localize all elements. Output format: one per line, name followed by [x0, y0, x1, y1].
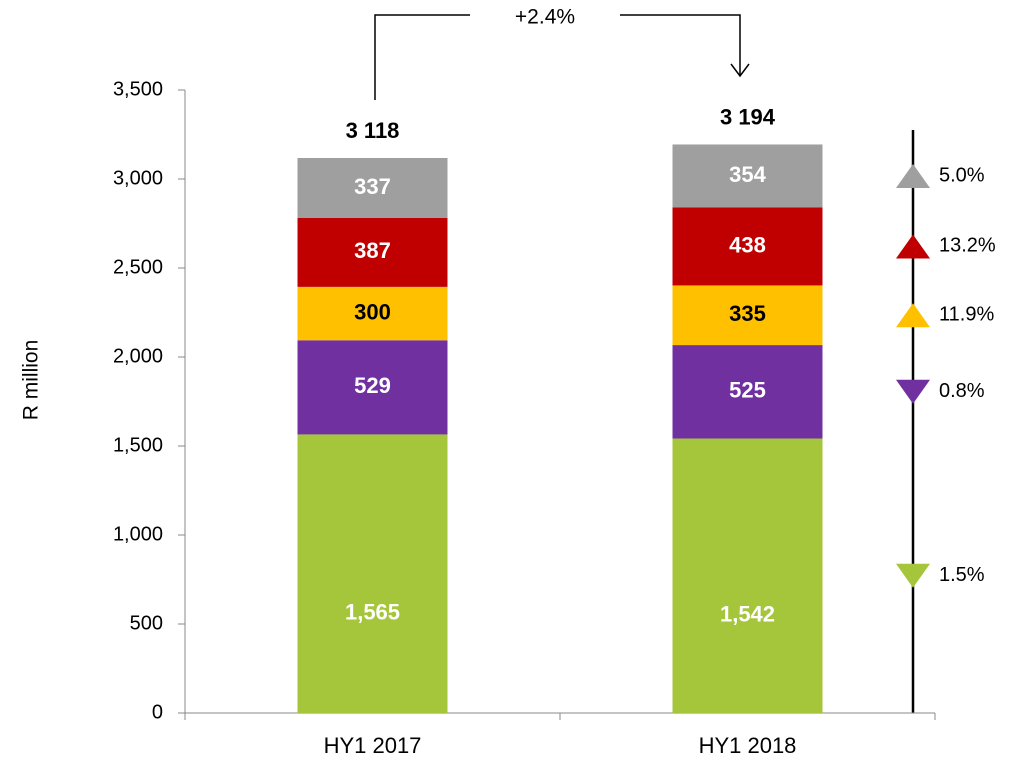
bar-segment [672, 438, 823, 713]
overall-change: +2.4% [515, 6, 575, 29]
bar-segment [297, 286, 448, 341]
bar-segment [672, 345, 823, 439]
change-marker [896, 163, 930, 188]
segment-label: 300 [354, 299, 391, 324]
y-tick-label: 500 [130, 612, 163, 634]
change-label: 1.5% [939, 564, 985, 586]
segment-label: 387 [354, 238, 391, 263]
y-tick-label: 2,500 [113, 256, 163, 278]
change-marker [896, 234, 930, 259]
segment-label: 354 [729, 162, 766, 187]
y-tick-label: 2,000 [113, 345, 163, 367]
bar-segment [672, 144, 823, 208]
change-label: 0.8% [939, 380, 985, 402]
bar-segment [297, 434, 448, 713]
segment-label: 1,542 [720, 602, 775, 627]
segment-label: 529 [354, 373, 391, 398]
bar-segment [297, 217, 448, 287]
segment-label: 525 [729, 378, 766, 403]
y-tick-label: 3,000 [113, 167, 163, 189]
bar-segment [297, 340, 448, 435]
arrow-head [730, 63, 750, 78]
total-label: 3 118 [346, 118, 400, 143]
change-label: 5.0% [939, 164, 985, 186]
x-tick-label: HY1 2017 [324, 733, 422, 758]
y-tick-label: 1,500 [113, 434, 163, 456]
y-tick-label: 3,500 [113, 78, 163, 100]
y-axis-label: R million [20, 340, 43, 421]
bar-segment [297, 157, 448, 218]
segment-label: 1,565 [345, 600, 400, 625]
segment-label: 335 [729, 301, 766, 326]
y-tick-label: 1,000 [113, 523, 163, 545]
bar-segment [672, 207, 823, 286]
bracket-left [374, 14, 470, 100]
change-marker [896, 303, 930, 328]
bar-segment [672, 285, 823, 346]
y-tick-label: 0 [152, 701, 163, 723]
segment-label: 337 [354, 174, 391, 199]
change-marker [896, 379, 930, 404]
change-label: 11.9% [939, 304, 994, 326]
segment-label: 438 [729, 232, 766, 257]
change-marker [896, 563, 930, 588]
bracket-right [620, 14, 741, 75]
x-tick-label: HY1 2018 [699, 733, 797, 758]
total-label: 3 194 [720, 104, 776, 129]
change-label: 13.2% [939, 235, 996, 257]
